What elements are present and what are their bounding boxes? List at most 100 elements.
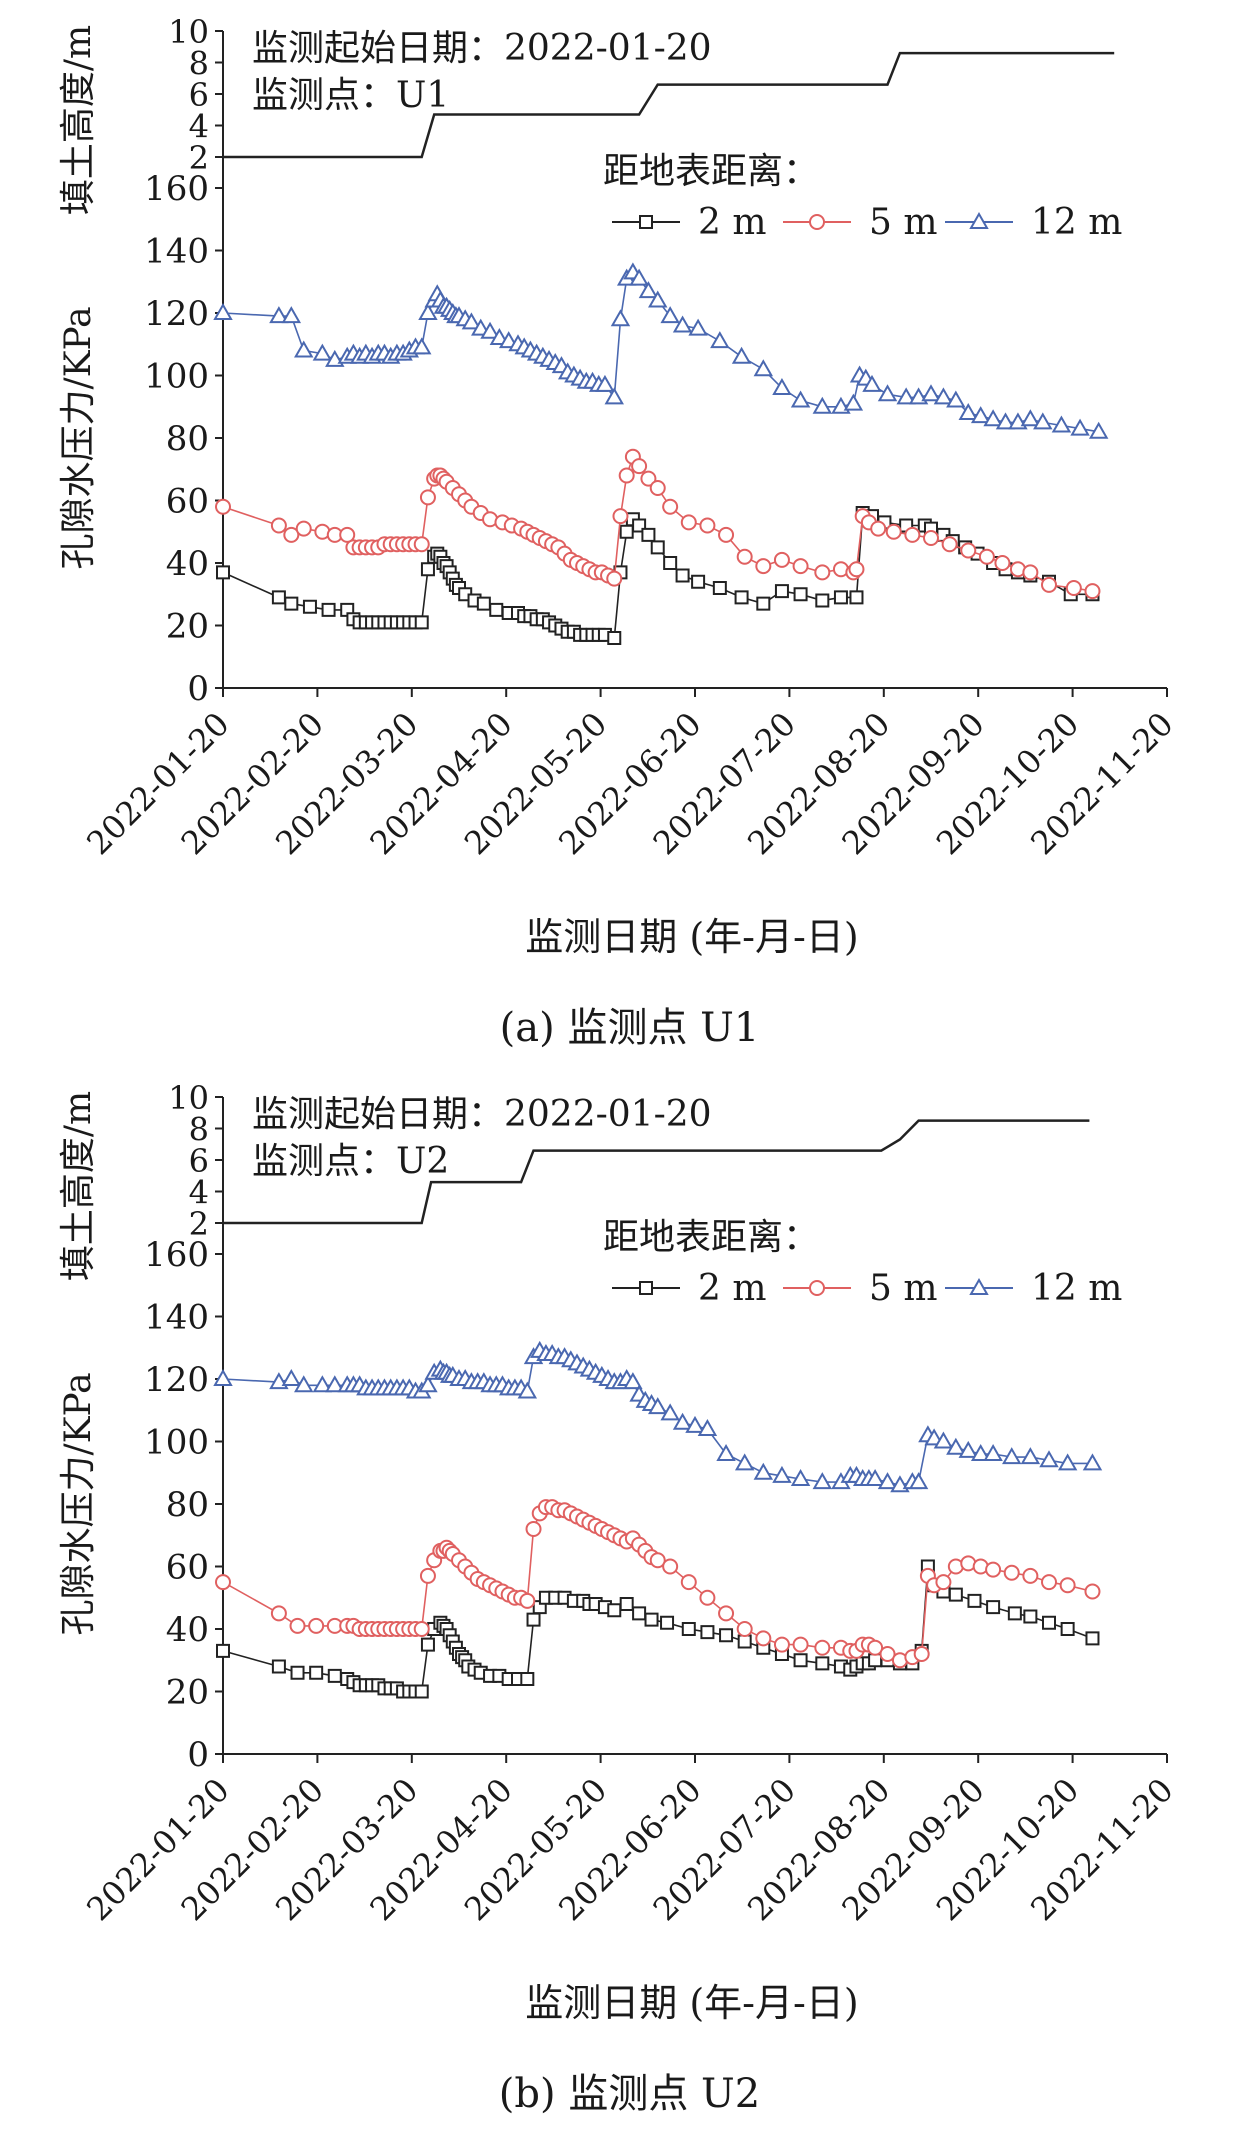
data-point-12m [418, 302, 438, 320]
fill-height-line [223, 1119, 1090, 1225]
data-point-5m [606, 570, 623, 587]
data-point-12m [946, 390, 966, 408]
data-point-2m [1007, 1606, 1022, 1621]
data-point-2m [520, 1672, 535, 1686]
data-point-5m [419, 489, 436, 506]
data-point-12m [595, 374, 615, 392]
data-point-12m [970, 406, 991, 424]
series-5m [215, 1499, 1101, 1669]
data-point-12m [946, 1437, 966, 1455]
series-12m [213, 262, 1109, 439]
data-point-5m [215, 498, 231, 515]
data-point-2m [271, 590, 286, 605]
legend-item-12m: 12 m [945, 1268, 1122, 1309]
data-point-5m [339, 526, 356, 543]
data-point-5m [618, 467, 635, 484]
series-5m [215, 448, 1101, 600]
data-point-2m [663, 556, 678, 570]
data-point-5m [662, 1558, 679, 1575]
y-tick-label: 100 [144, 357, 209, 397]
data-point-12m [970, 1443, 991, 1461]
data-point-2m [1042, 1615, 1056, 1630]
data-point-12m [908, 1472, 929, 1490]
data-point-12m [790, 390, 811, 408]
legend-label-2m: 2 m [698, 1268, 766, 1309]
data-point-2m [284, 596, 299, 611]
data-point-2m [526, 1612, 541, 1627]
data-point-12m [213, 302, 233, 320]
data-point-5m [885, 523, 902, 540]
data-point-12m [1051, 415, 1072, 433]
data-point-2m [793, 1653, 808, 1668]
legend-label-5m: 5 m [869, 202, 937, 243]
data-point-12m [958, 1440, 978, 1458]
data-point-12m [294, 1375, 314, 1393]
data-point-5m [680, 514, 697, 531]
data-point-2m [302, 599, 317, 614]
y-tick-label: 0 [187, 669, 209, 709]
y-tick-label: 120 [144, 294, 209, 334]
data-point-12m [1039, 1450, 1059, 1468]
data-point-12m [1002, 1447, 1022, 1465]
data-point-12m [772, 1465, 792, 1483]
data-point-2m [1085, 1631, 1100, 1646]
data-point-5m [1003, 1564, 1020, 1581]
data-point-5m [1022, 564, 1039, 581]
y-tick-label: 100 [144, 1423, 209, 1463]
data-point-12m [995, 412, 1016, 430]
data-point-2m [967, 1593, 982, 1608]
data-point-2m [986, 1600, 1001, 1615]
data-point-2m [868, 1653, 883, 1668]
data-point-5m [649, 1552, 666, 1569]
data-point-5m [649, 480, 666, 496]
series-2m [216, 506, 1100, 645]
data-point-12m [734, 1453, 755, 1471]
data-point-2m [420, 562, 435, 577]
data-point-5m [848, 561, 865, 578]
data-point-5m [699, 517, 716, 534]
data-point-12m [638, 281, 659, 299]
data-point-12m [660, 1403, 680, 1421]
data-point-12m [772, 377, 792, 395]
data-point-2m [774, 584, 789, 599]
data-point-5m [270, 1605, 287, 1622]
data-point-5m [755, 1630, 772, 1647]
data-point-12m [958, 402, 978, 420]
data-point-5m [662, 498, 679, 515]
data-point-5m [295, 520, 312, 537]
data-point-5m [718, 1605, 735, 1622]
data-point-5m [718, 526, 735, 543]
data-point-5m [792, 1636, 809, 1653]
chart-panel-u2: 0 20 40 60 80 100 120 140 160 2 4 6 8 10 2022-01-20 202… [0, 1066, 1259, 2131]
data-point-12m [480, 321, 500, 339]
legend-label-12m: 12 m [1031, 202, 1122, 243]
series-line-5m [222, 454, 1093, 592]
y-top-tick-label: 10 [168, 1079, 209, 1117]
data-point-5m [1041, 576, 1057, 593]
data-point-2m [793, 587, 808, 602]
data-point-5m [680, 1574, 697, 1591]
data-point-12m [461, 312, 482, 330]
legend-label-12m: 12 m [1031, 1268, 1122, 1309]
data-point-5m [814, 1639, 831, 1656]
data-point-2m [632, 1606, 647, 1621]
y-axis-label: 孔隙水压力/KPa [58, 1372, 99, 1635]
data-point-12m [843, 393, 864, 411]
data-point-2m [1023, 1609, 1038, 1624]
series-line-5m [222, 1506, 1093, 1662]
y-tick-label: 40 [166, 1610, 209, 1650]
info-monitor-point: 监测点：U2 [252, 1141, 449, 1182]
data-point-12m [412, 337, 432, 355]
x-axis-label: 监测日期 (年-月-日) [525, 915, 858, 959]
data-point-12m [983, 1443, 1003, 1461]
y-top-tick-label: 8 [189, 45, 209, 83]
data-point-12m [812, 396, 833, 414]
data-point-12m [610, 309, 631, 327]
data-point-5m [1059, 1577, 1076, 1594]
data-point-12m [281, 1368, 302, 1386]
y-top-tick-label: 8 [189, 1111, 209, 1149]
data-point-12m [716, 1443, 736, 1461]
data-point-5m [935, 1574, 952, 1591]
data-point-12m [753, 1462, 774, 1480]
data-point-5m [814, 564, 831, 581]
